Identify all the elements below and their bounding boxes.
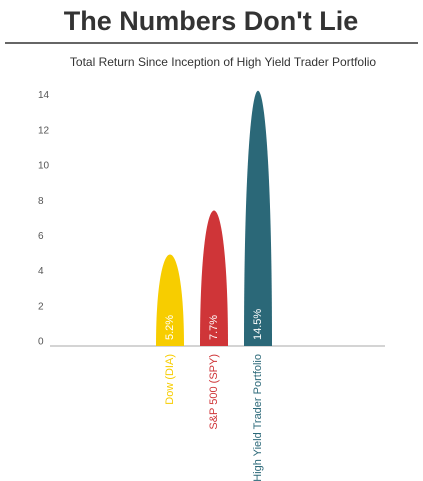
y-tick-label: 12 — [38, 125, 50, 136]
value-label: 5.2% — [164, 315, 176, 340]
y-tick-label: 4 — [38, 266, 44, 277]
x-tick-label: High Yield Trader Portfolio — [252, 354, 264, 481]
bar — [244, 90, 272, 346]
chart-title: The Numbers Don't Lie — [64, 6, 358, 36]
y-tick-label: 8 — [38, 196, 44, 207]
y-tick-label: 2 — [38, 301, 44, 312]
x-tick-label: S&P 500 (SPY) — [208, 354, 220, 430]
y-tick-label: 14 — [38, 90, 50, 101]
x-tick-label: Dow (DIA) — [164, 354, 176, 405]
y-tick-label: 0 — [38, 337, 44, 348]
bar — [200, 210, 228, 346]
chart-subtitle: Total Return Since Inception of High Yie… — [70, 55, 376, 69]
bar — [156, 254, 184, 346]
value-label: 7.7% — [208, 315, 220, 340]
y-tick-label: 10 — [38, 161, 50, 172]
y-tick-label: 6 — [38, 231, 44, 242]
value-label: 14.5% — [252, 309, 264, 340]
